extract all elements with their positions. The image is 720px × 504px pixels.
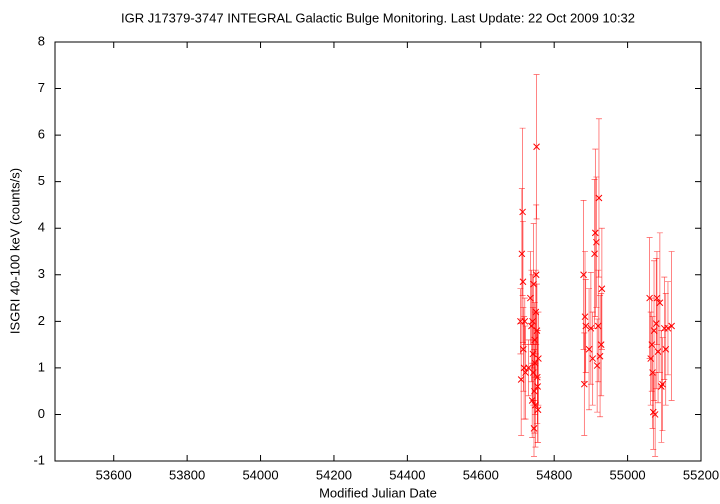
point [580,380,588,388]
x-tick-label: 54000 [242,467,278,482]
x-tick-label: 54600 [463,467,499,482]
point [522,369,529,376]
x-tick-label: 55200 [683,467,719,482]
x-axis-label: Modified Julian Date [319,485,437,500]
point [593,362,601,369]
point [530,425,538,432]
point [651,411,659,418]
point [519,278,527,286]
plot-border [54,41,702,462]
x-tick-label: 53600 [96,467,132,482]
y-tick-label: 0 [38,406,45,421]
x-tick-label: 55000 [610,467,646,482]
point [668,322,675,330]
y-tick-label: 8 [38,33,45,48]
point [593,238,600,246]
point [581,313,589,321]
point [591,229,599,237]
point [531,387,538,395]
point [597,341,605,348]
chart-title: IGR J17379-3747 INTEGRAL Galactic Bulge … [121,10,635,25]
point [589,355,597,362]
point [521,317,529,325]
y-tick-label: 7 [38,80,45,95]
x-tick-label: 53800 [169,467,205,482]
y-axis-label: ISGRI 40-100 keV (counts/s) [7,168,22,334]
point [596,352,604,360]
x-tick-label: 54200 [316,467,352,482]
point [582,322,590,330]
point [659,380,666,388]
point [533,143,540,151]
y-tick-label: 2 [38,313,45,328]
point [519,208,526,216]
point [535,355,542,362]
point [653,294,661,302]
point [534,406,542,414]
point [518,250,526,258]
y-tick-label: -1 [33,452,45,467]
y-tick-label: 1 [38,359,45,374]
point [532,271,540,279]
y-tick-label: 3 [38,266,45,281]
x-tick-label: 54400 [389,467,425,482]
point [656,299,664,307]
point [664,324,672,332]
point [580,271,587,279]
x-tick-label: 54800 [536,467,572,482]
y-tick-label: 5 [38,173,45,188]
y-tick-label: 4 [38,220,45,235]
y-tick-label: 6 [38,127,45,142]
point [595,194,603,202]
point [534,383,542,390]
point [598,285,606,293]
